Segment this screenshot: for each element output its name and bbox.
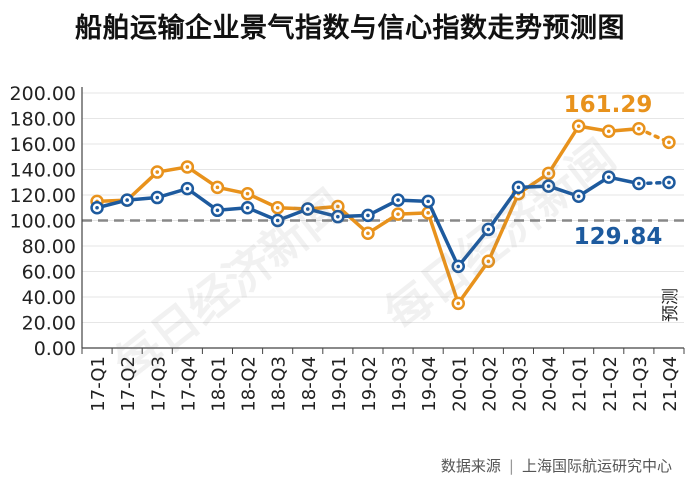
data-point-center: [456, 301, 461, 306]
data-point-center: [125, 198, 129, 202]
x-tick-label: 20-Q2: [479, 356, 500, 412]
x-tick-label: 17-Q4: [178, 356, 199, 412]
data-point-center: [576, 194, 581, 199]
x-tick-label: 20-Q1: [449, 356, 470, 412]
data-point-center: [426, 211, 430, 215]
value-annotation: 161.29: [564, 92, 653, 118]
x-tick-label: 21-Q3: [630, 356, 651, 412]
x-tick-label: 18-Q1: [208, 356, 229, 412]
data-point-center: [637, 126, 641, 131]
data-point-center: [516, 185, 521, 190]
source-note: 数据来源 | 上海国际航运研究中心: [440, 457, 672, 475]
y-tick-label: 20.00: [22, 313, 76, 335]
data-point-center: [155, 195, 160, 200]
y-tick-label: 100.00: [10, 211, 76, 233]
x-tick-label: 21-Q1: [570, 356, 591, 412]
chart-title: 船舶运输企业景气指数与信心指数走势预测图: [75, 13, 625, 44]
data-point-center: [486, 259, 491, 264]
data-point-center: [215, 208, 220, 213]
x-tick-label: 21-Q4: [660, 356, 681, 412]
data-point-center: [95, 205, 99, 210]
data-point-center: [456, 264, 461, 269]
data-point-center: [606, 175, 611, 179]
x-tick-label: 18-Q4: [299, 356, 320, 412]
data-point-center: [155, 170, 160, 174]
data-point-center: [245, 191, 250, 196]
source-label: 数据来源: [440, 457, 501, 475]
value-annotation: 129.84: [574, 224, 663, 250]
data-point-center: [275, 218, 280, 223]
data-point-center: [336, 214, 340, 219]
y-tick-label: 120.00: [10, 185, 76, 207]
y-tick-label: 180.00: [10, 109, 76, 131]
data-point-center: [426, 199, 430, 204]
data-point-center: [546, 171, 551, 176]
data-point-center: [486, 227, 491, 232]
y-tick-label: 80.00: [22, 236, 76, 258]
data-point-center: [185, 186, 190, 191]
y-tick-label: 140.00: [10, 160, 76, 182]
forecast-label: 预测: [661, 288, 681, 322]
data-point-center: [366, 231, 370, 236]
data-point-center: [305, 207, 310, 211]
x-tick-label: 19-Q2: [359, 356, 380, 412]
y-tick-label: 200.00: [10, 83, 76, 105]
x-tick-label: 19-Q3: [389, 356, 410, 412]
x-tick-label: 18-Q2: [239, 356, 260, 412]
source-org: 上海国际航运研究中心: [521, 457, 672, 475]
x-tick-label: 18-Q3: [269, 356, 290, 412]
x-tick-label: 19-Q4: [419, 356, 440, 412]
data-point-center: [637, 181, 641, 186]
y-tick-label: 160.00: [10, 134, 76, 156]
data-point-center: [606, 129, 611, 134]
y-tick-label: 0.00: [34, 338, 76, 360]
x-tick-label: 21-Q2: [600, 356, 621, 412]
data-point-center: [185, 165, 190, 169]
x-tick-label: 20-Q3: [509, 356, 530, 412]
data-point-center: [366, 213, 370, 218]
data-point-center: [396, 198, 400, 202]
data-point-center: [576, 124, 581, 128]
data-point-center: [396, 212, 400, 216]
y-tick-label: 60.00: [22, 262, 76, 284]
x-tick-label: 17-Q2: [118, 356, 139, 412]
data-point-center: [336, 204, 340, 209]
data-point-center: [667, 140, 671, 145]
data-point-center: [546, 184, 551, 188]
x-tick-label: 20-Q4: [540, 356, 561, 412]
y-tick-label: 40.00: [22, 287, 76, 309]
data-point-center: [215, 185, 220, 190]
data-point-center: [667, 180, 671, 185]
x-tick-label: 17-Q1: [88, 356, 109, 412]
data-point-center: [245, 205, 250, 210]
x-tick-label: 19-Q1: [329, 356, 350, 412]
data-point-center: [275, 205, 280, 210]
x-tick-label: 17-Q3: [148, 356, 169, 412]
